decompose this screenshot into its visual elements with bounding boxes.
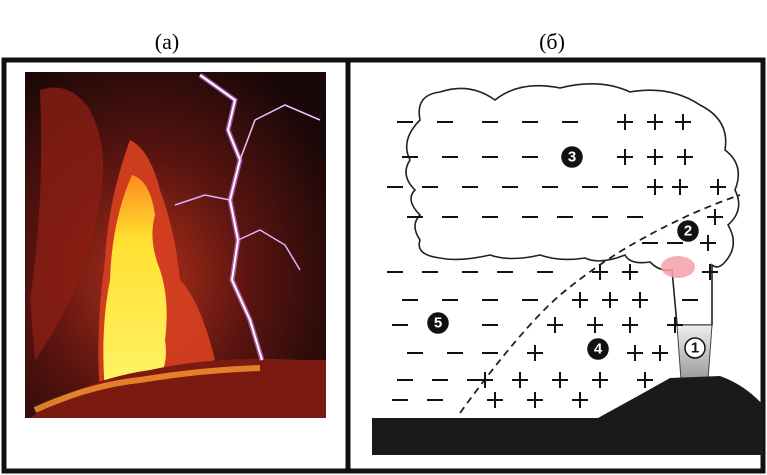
cloud [406, 84, 739, 325]
panel-label: (б) [539, 29, 565, 54]
pink-zone [661, 256, 695, 278]
marker-label: 1 [691, 340, 699, 357]
photo [25, 72, 326, 418]
marker-label: 5 [434, 315, 442, 332]
volcano [372, 376, 763, 455]
panel-label: (а) [155, 29, 179, 54]
figure: (а) (б) 1 2 3 4 5 [0, 0, 767, 475]
marker-label: 2 [684, 223, 692, 240]
marker-label: 4 [594, 341, 603, 358]
diagram [372, 84, 763, 455]
marker-label: 3 [568, 149, 576, 166]
